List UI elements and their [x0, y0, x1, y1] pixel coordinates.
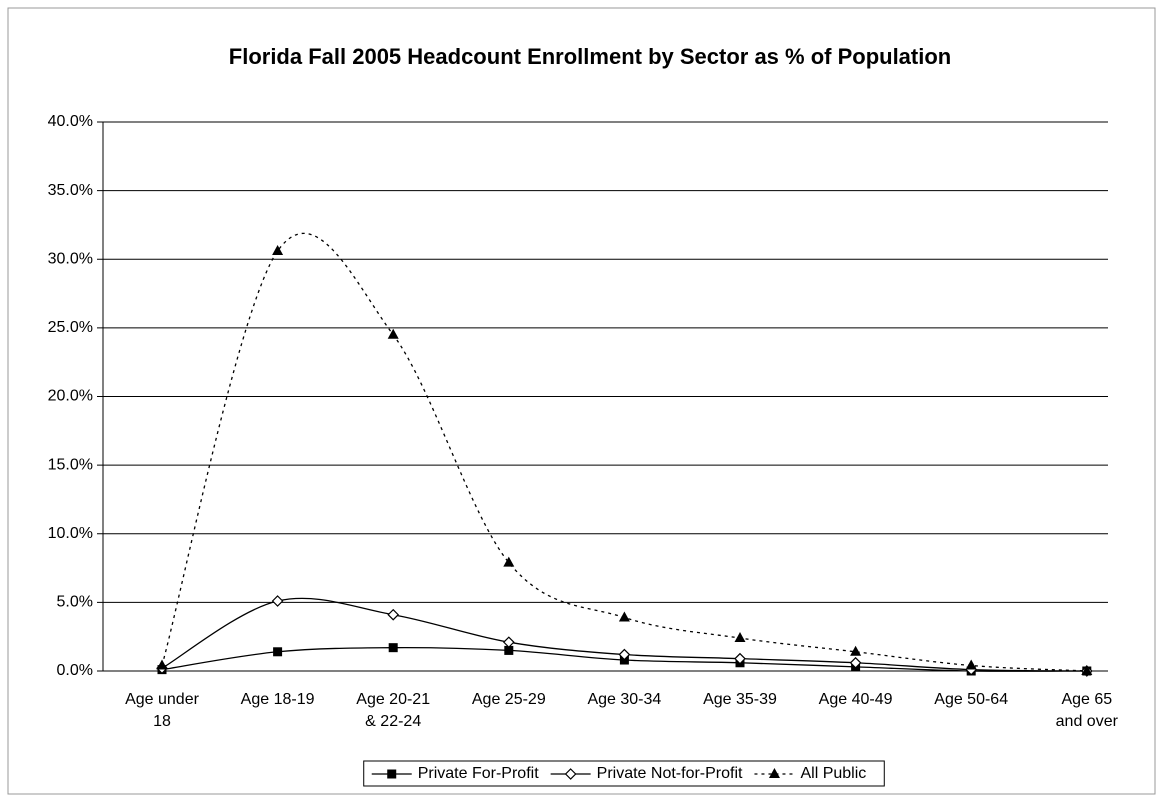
- y-tick-label: 20.0%: [48, 388, 93, 405]
- marker: [734, 652, 746, 665]
- legend-label: Private Not-for-Profit: [597, 765, 743, 782]
- x-tick-label: Age under 18: [125, 691, 200, 730]
- marker: [503, 556, 515, 567]
- legend-label: Private For-Profit: [418, 765, 539, 782]
- chart-title: Florida Fall 2005 Headcount Enrollment b…: [229, 44, 951, 69]
- marker: [564, 768, 577, 780]
- legend-box: [363, 760, 885, 787]
- x-tick-label: Age 50-64: [934, 691, 1008, 708]
- y-tick-label: 10.0%: [48, 525, 93, 542]
- legend: Private For-Profit Private Not-for-Profit…: [363, 760, 885, 787]
- x-tick-label: Age 20-21 & 22-24: [356, 691, 430, 730]
- y-tick-label: 30.0%: [48, 250, 93, 267]
- marker: [271, 595, 284, 607]
- x-tick-label: Age 25-29: [472, 691, 546, 708]
- y-tick-label: 5.0%: [57, 594, 93, 611]
- marker: [272, 245, 284, 256]
- x-tick-label: Age 65 and over: [1056, 691, 1119, 730]
- marker: [387, 328, 399, 339]
- marker: [156, 659, 168, 670]
- marker: [273, 647, 283, 657]
- y-tick-label: 25.0%: [48, 319, 93, 336]
- marker: [387, 608, 400, 621]
- marker: [388, 643, 398, 653]
- marker: [1081, 665, 1093, 675]
- y-tick-label: 35.0%: [48, 182, 93, 199]
- marker: [618, 611, 630, 622]
- y-tick-label: 15.0%: [48, 456, 93, 473]
- marker: [502, 636, 515, 649]
- x-tick-label: Age 40-49: [819, 691, 893, 708]
- marker: [850, 645, 862, 656]
- marker: [504, 645, 514, 655]
- x-tick-label: Age 30-34: [587, 691, 661, 708]
- marker: [849, 656, 862, 669]
- marker: [734, 632, 746, 643]
- marker: [618, 648, 631, 661]
- x-tick-label: Age 18-19: [241, 691, 315, 708]
- marker: [768, 768, 780, 778]
- chart-border: [7, 7, 1156, 795]
- y-tick-label: 0.0%: [57, 662, 93, 679]
- y-tick-label: 40.0%: [48, 113, 93, 130]
- marker: [387, 769, 397, 779]
- legend-label: All Public: [800, 765, 866, 782]
- marker: [965, 659, 977, 670]
- x-tick-label: Age 35-39: [703, 691, 777, 708]
- series-line: [161, 232, 1087, 672]
